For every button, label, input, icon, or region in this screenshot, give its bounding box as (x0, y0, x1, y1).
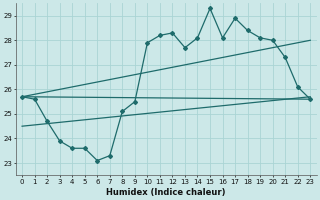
X-axis label: Humidex (Indice chaleur): Humidex (Indice chaleur) (107, 188, 226, 197)
